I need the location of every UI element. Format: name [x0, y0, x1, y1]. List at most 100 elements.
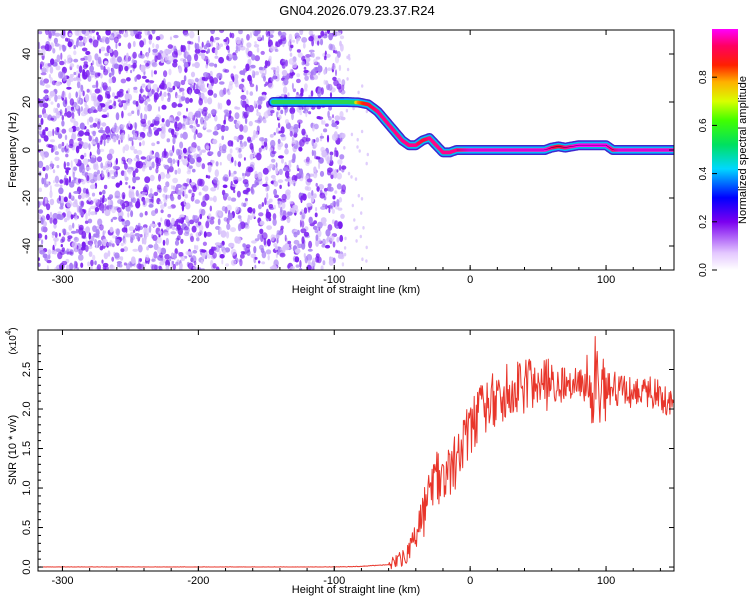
- noise-speck: [124, 93, 130, 101]
- noise-speck: [83, 61, 88, 65]
- noise-speck: [191, 192, 195, 198]
- noise-speck: [182, 115, 185, 119]
- noise-speck: [189, 124, 194, 129]
- noise-speck: [326, 30, 331, 34]
- noise-speck: [242, 179, 249, 185]
- noise-speck: [226, 99, 231, 106]
- noise-speck: [120, 132, 125, 141]
- noise-speck: [327, 83, 333, 91]
- noise-speck: [164, 253, 170, 260]
- noise-speck: [170, 160, 173, 169]
- noise-speck: [171, 51, 178, 58]
- noise-speck: [94, 53, 99, 61]
- noise-speck: [340, 137, 343, 142]
- noise-speck: [76, 64, 80, 69]
- noise-speck: [101, 197, 105, 204]
- plot-title: GN04.2026.079.23.37.R24: [279, 3, 435, 18]
- noise-speck: [299, 111, 303, 116]
- noise-speck: [281, 201, 286, 210]
- noise-speck: [292, 39, 296, 43]
- noise-speck: [93, 171, 98, 178]
- noise-speck: [54, 59, 58, 64]
- noise-speck: [84, 193, 89, 198]
- noise-speck: [315, 56, 321, 60]
- noise-speck: [38, 214, 42, 220]
- noise-speck: [101, 36, 106, 44]
- noise-speck: [273, 132, 276, 136]
- noise-speck: [322, 260, 326, 266]
- noise-speck: [332, 114, 334, 119]
- noise-speck: [294, 175, 298, 182]
- noise-speck: [128, 185, 131, 189]
- noise-speck: [85, 50, 91, 56]
- noise-speck: [103, 230, 106, 234]
- colorbar-label: Normalized spectral amplitude: [737, 76, 749, 224]
- noise-speck: [262, 167, 269, 175]
- noise-speck: [132, 248, 139, 252]
- noise-speck: [301, 212, 306, 220]
- noise-speck: [174, 169, 178, 175]
- noise-speck: [329, 151, 334, 156]
- noise-speck: [176, 183, 182, 189]
- noise-speck: [151, 210, 156, 217]
- noise-speck: [114, 122, 117, 130]
- noise-speck: [241, 78, 245, 83]
- noise-speck: [100, 46, 106, 52]
- noise-speck: [195, 231, 201, 238]
- noise-speck: [104, 60, 108, 65]
- noise-speck: [256, 109, 259, 113]
- noise-speck: [190, 146, 194, 153]
- ridge-center-line: [456, 144, 674, 151]
- noise-speck: [261, 72, 266, 79]
- noise-speck: [275, 162, 278, 169]
- noise-speck: [202, 185, 209, 192]
- noise-speck: [171, 260, 174, 265]
- y-tick-label: 0.0: [21, 559, 33, 574]
- noise-speck: [240, 99, 243, 106]
- noise-speck: [296, 73, 301, 78]
- noise-speck: [360, 211, 363, 215]
- noise-speck: [284, 243, 289, 249]
- noise-speck: [239, 258, 243, 267]
- noise-speck: [201, 163, 206, 170]
- noise-speck: [258, 204, 262, 210]
- noise-speck: [329, 92, 333, 98]
- noise-speck: [279, 184, 282, 189]
- noise-speck: [153, 191, 159, 196]
- noise-speck: [92, 130, 96, 137]
- noise-speck: [175, 261, 179, 266]
- noise-speck: [95, 242, 98, 249]
- noise-speck: [53, 180, 55, 184]
- noise-speck: [171, 217, 175, 226]
- noise-speck: [251, 54, 256, 61]
- noise-speck: [365, 161, 368, 166]
- noise-speck: [164, 218, 169, 227]
- noise-speck: [136, 235, 141, 240]
- noise-speck: [100, 65, 104, 70]
- noise-speck: [220, 146, 223, 154]
- noise-speck: [71, 112, 75, 119]
- noise-speck: [273, 188, 277, 196]
- noise-speck: [105, 90, 110, 96]
- noise-speck: [76, 78, 82, 82]
- noise-speck: [75, 126, 80, 131]
- noise-speck: [184, 226, 190, 234]
- noise-speck: [108, 99, 112, 104]
- noise-speck: [118, 64, 124, 72]
- noise-speck: [66, 200, 73, 208]
- noise-speck: [265, 249, 272, 255]
- noise-speck: [111, 243, 115, 248]
- noise-speck: [215, 225, 221, 230]
- noise-speck: [203, 120, 207, 129]
- noise-speck: [38, 114, 42, 119]
- noise-speck: [101, 122, 107, 127]
- colorbar-tick-label: 0.6: [698, 118, 709, 132]
- noise-speck: [343, 252, 347, 257]
- noise-speck: [158, 265, 163, 270]
- noise-speck: [38, 138, 42, 143]
- x-tick-label: -100: [323, 274, 345, 286]
- noise-speck: [103, 68, 109, 76]
- noise-speck: [125, 219, 131, 227]
- noise-speck: [105, 126, 111, 134]
- noise-speck: [73, 71, 77, 76]
